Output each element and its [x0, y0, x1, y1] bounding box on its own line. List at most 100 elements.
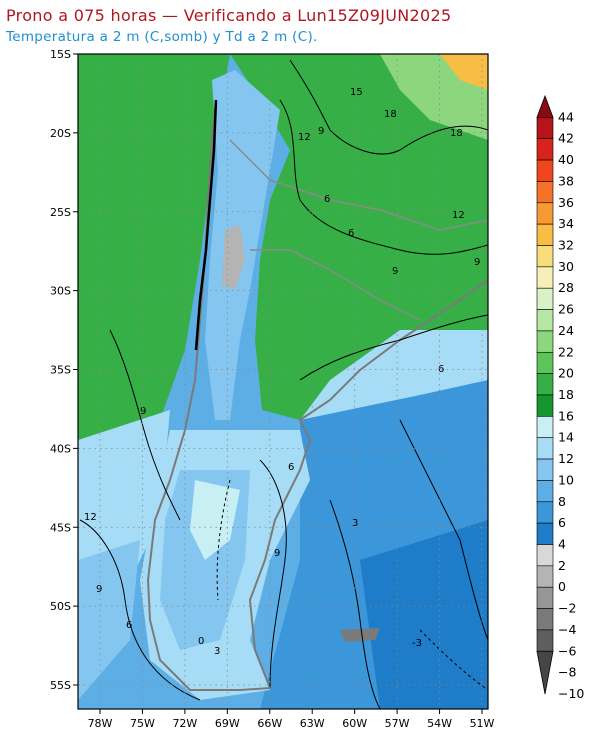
colorbar-label: 12 [558, 451, 574, 466]
lat-label: 40S [50, 442, 71, 455]
colorbar-label: 6 [558, 515, 566, 530]
land-warm-area [230, 54, 488, 420]
contour-label: 3 [214, 646, 220, 657]
lat-label: 15S [50, 48, 71, 61]
colorbar-swatch [536, 159, 554, 182]
lat-label: 30S [50, 285, 71, 298]
colorbar-swatch [536, 287, 554, 310]
contour-label: 9 [392, 266, 398, 277]
colorbar-label: −4 [558, 622, 576, 637]
contour-label: 6 [348, 228, 354, 239]
colorbar-swatch [536, 181, 554, 204]
colorbar-label: −8 [558, 665, 576, 680]
contour-line [299, 314, 488, 381]
colorbar-swatch [536, 480, 554, 503]
lon-label: 63W [300, 717, 325, 730]
contour-label: 9 [274, 548, 280, 559]
andes-peaks [222, 225, 245, 290]
south-atlantic-deep [360, 520, 488, 709]
lat-label: 35S [50, 364, 71, 377]
colorbar-label: 44 [558, 109, 574, 124]
colorbar-label: 22 [558, 344, 574, 359]
lon-label: 72W [172, 717, 197, 730]
border-line-mid [250, 249, 421, 321]
colorbar-swatch [536, 202, 554, 225]
map-axis-labels: 15S 20S 25S 30S 35S 40S 45S 50S 55S 78W 75W 72W 69W 6… [50, 48, 495, 730]
colorbar-swatch [536, 416, 554, 439]
colorbar-swatch [536, 266, 554, 289]
colorbar-swatch [536, 586, 554, 609]
colorbar-label: 38 [558, 173, 574, 188]
colorbar-swatch [536, 522, 554, 545]
colorbar-bottom-arrow [536, 650, 554, 695]
colorbar-label: 26 [558, 302, 574, 317]
contour-label: 18 [450, 128, 463, 139]
contour-label: 3 [352, 518, 358, 529]
contour-label: 12 [298, 132, 311, 143]
colorbar-label: 30 [558, 259, 574, 274]
contour-label: 6 [288, 462, 294, 473]
contour-label: 0 [198, 636, 204, 647]
lat-label: 55S [50, 679, 71, 692]
colorbar-swatch [536, 138, 554, 161]
lat-label: 20S [50, 127, 71, 140]
colorbar-swatch [536, 394, 554, 417]
colorbar-swatch [536, 309, 554, 332]
contour-label: 9 [140, 406, 146, 417]
pacific-cooler-band [78, 540, 140, 700]
colorbar-label: −6 [558, 643, 576, 658]
lat-label: 45S [50, 521, 71, 534]
lon-label: 51W [470, 717, 495, 730]
colorbar-swatch [536, 501, 554, 524]
colorbar-swatch [536, 544, 554, 567]
contour-label: 9 [96, 584, 102, 595]
lon-label: 54W [427, 717, 452, 730]
colorbar-swatch [536, 330, 554, 353]
colorbar-label: 28 [558, 280, 574, 295]
lat-label: 50S [50, 600, 71, 613]
colorbar-label: 36 [558, 195, 574, 210]
pacific-warm-band [78, 54, 230, 450]
lon-label: 60W [342, 717, 367, 730]
contour-line [399, 419, 488, 641]
colorbar-label: 0 [558, 579, 566, 594]
contour-label: 12 [452, 210, 465, 221]
colorbar-label: 18 [558, 387, 574, 402]
colorbar-label: 32 [558, 238, 574, 253]
colorbar-swatch [536, 245, 554, 268]
colorbar-swatch [536, 223, 554, 246]
negative-contour [419, 629, 488, 691]
colorbar-swatch [536, 629, 554, 652]
contour-label: 9 [318, 126, 324, 137]
pacific-coastline [146, 99, 271, 691]
contour-line [289, 59, 488, 155]
colorbar-label: 2 [558, 558, 566, 573]
lon-label: 75W [130, 717, 155, 730]
contour-label: 18 [384, 109, 397, 120]
contour-label: 15 [350, 87, 363, 98]
colorbar-swatch [536, 458, 554, 481]
contour-line [279, 99, 488, 255]
river-plate-area [300, 330, 488, 420]
colorbar-label: −10 [558, 686, 584, 701]
colorbar-label: 14 [558, 430, 574, 445]
contour-label: 9 [474, 257, 480, 268]
colorbar-label: 4 [558, 537, 566, 552]
contour-line [109, 329, 181, 521]
dewpoint-contours [79, 59, 488, 709]
contour-line [259, 459, 287, 689]
contour-line [329, 499, 381, 709]
land-hot-spot [440, 54, 488, 90]
border-line-north [229, 139, 488, 231]
colorbar-label: 42 [558, 131, 574, 146]
contour-label: 6 [324, 194, 330, 205]
contour-label: 6 [126, 620, 132, 631]
lon-label: 69W [215, 717, 240, 730]
colorbar-label: 34 [558, 216, 574, 231]
colorbar-label: 40 [558, 152, 574, 167]
colorbar-swatch [536, 351, 554, 374]
falkland-islands [340, 628, 380, 642]
plot-subtitle: Temperatura a 2 m (C,somb) y Td a 2 m (C… [6, 29, 318, 45]
contour-label: 12 [84, 512, 97, 523]
